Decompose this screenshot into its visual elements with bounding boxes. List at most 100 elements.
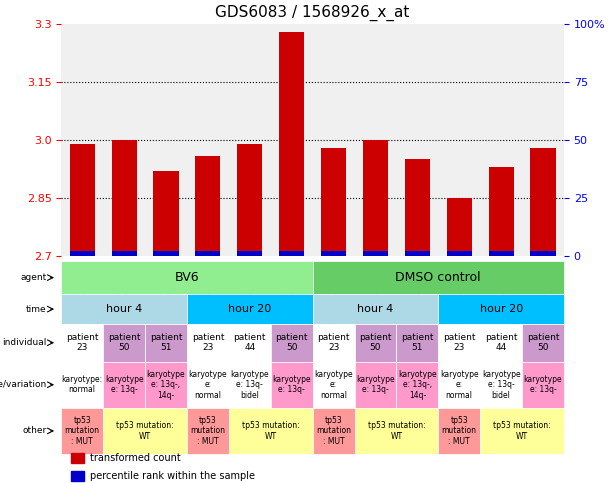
FancyBboxPatch shape [354,362,397,408]
FancyBboxPatch shape [103,408,187,454]
Text: karyotype
e:
normal: karyotype e: normal [314,370,353,399]
Title: GDS6083 / 1568926_x_at: GDS6083 / 1568926_x_at [215,5,410,21]
Text: karyotype
e: 13q-
bidel: karyotype e: 13q- bidel [482,370,520,399]
Text: tp53 mutation:
WT: tp53 mutation: WT [368,421,425,440]
Bar [153,251,178,256]
FancyBboxPatch shape [61,295,187,324]
Text: karyotype:
normal: karyotype: normal [62,375,103,395]
FancyBboxPatch shape [61,324,103,362]
FancyBboxPatch shape [522,324,564,362]
Text: hour 4: hour 4 [106,304,142,314]
Bar [447,198,472,256]
Text: karyotype
e:
normal: karyotype e: normal [440,370,479,399]
Bar [530,148,555,256]
Text: patient
23: patient 23 [66,333,99,353]
Text: tp53
mutation
: MUT: tp53 mutation : MUT [65,416,100,446]
Text: transformed count: transformed count [91,453,181,463]
FancyBboxPatch shape [438,362,480,408]
Bar [405,251,430,256]
Text: karyotype
e: 13q-,
14q-: karyotype e: 13q-, 14q- [147,370,185,399]
FancyBboxPatch shape [61,408,103,454]
FancyBboxPatch shape [480,362,522,408]
FancyBboxPatch shape [61,362,103,408]
FancyBboxPatch shape [522,362,564,408]
Text: hour 20: hour 20 [479,304,523,314]
FancyBboxPatch shape [313,408,354,454]
FancyBboxPatch shape [145,324,187,362]
Text: time: time [26,305,47,313]
Text: karyotype
e: 13q-
bidel: karyotype e: 13q- bidel [230,370,269,399]
Text: patient
44: patient 44 [485,333,517,353]
FancyBboxPatch shape [229,408,313,454]
Bar [196,251,221,256]
Bar [70,144,95,256]
Bar [530,251,555,256]
Bar [237,144,262,256]
FancyBboxPatch shape [397,362,438,408]
Bar [112,140,137,256]
FancyBboxPatch shape [397,324,438,362]
Bar [447,251,472,256]
Bar [321,148,346,256]
FancyBboxPatch shape [103,362,145,408]
Text: patient
50: patient 50 [527,333,559,353]
Text: karyotype
e: 13q-: karyotype e: 13q- [105,375,143,395]
Bar [279,251,304,256]
Text: patient
23: patient 23 [318,333,350,353]
Bar [112,251,137,256]
Text: DMSO control: DMSO control [395,271,481,284]
Text: patient
50: patient 50 [275,333,308,353]
Text: patient
51: patient 51 [401,333,433,353]
Bar [405,159,430,256]
Text: hour 4: hour 4 [357,304,394,314]
Text: percentile rank within the sample: percentile rank within the sample [91,471,256,481]
Text: individual: individual [2,338,47,347]
Text: karyotype
e: 13q-: karyotype e: 13q- [356,375,395,395]
Text: patient
23: patient 23 [192,333,224,353]
Text: tp53
mutation
: MUT: tp53 mutation : MUT [191,416,226,446]
Bar [70,251,95,256]
Text: patient
44: patient 44 [234,333,266,353]
Text: other: other [22,426,47,435]
FancyBboxPatch shape [438,324,480,362]
Text: tp53
mutation
: MUT: tp53 mutation : MUT [442,416,477,446]
FancyBboxPatch shape [480,408,564,454]
Bar [71,453,84,463]
FancyBboxPatch shape [61,261,313,295]
Bar [237,251,262,256]
FancyBboxPatch shape [313,295,438,324]
Text: tp53 mutation:
WT: tp53 mutation: WT [242,421,300,440]
Text: patient
50: patient 50 [359,333,392,353]
FancyBboxPatch shape [229,324,271,362]
Text: agent: agent [20,273,47,282]
Text: tp53
mutation
: MUT: tp53 mutation : MUT [316,416,351,446]
Text: tp53 mutation:
WT: tp53 mutation: WT [116,421,174,440]
Text: BV6: BV6 [175,271,199,284]
Bar [196,156,221,256]
FancyBboxPatch shape [145,362,187,408]
FancyBboxPatch shape [438,408,480,454]
FancyBboxPatch shape [313,261,564,295]
FancyBboxPatch shape [480,324,522,362]
FancyBboxPatch shape [187,408,229,454]
FancyBboxPatch shape [271,362,313,408]
Text: patient
50: patient 50 [108,333,140,353]
FancyBboxPatch shape [354,408,438,454]
Bar [489,167,514,256]
Text: karyotype
e: 13q-: karyotype e: 13q- [524,375,562,395]
FancyBboxPatch shape [313,324,354,362]
Bar [321,251,346,256]
FancyBboxPatch shape [187,295,313,324]
FancyBboxPatch shape [354,324,397,362]
Bar [489,251,514,256]
Text: tp53 mutation:
WT: tp53 mutation: WT [493,421,551,440]
FancyBboxPatch shape [313,362,354,408]
Bar [71,471,84,481]
Bar [153,171,178,256]
Text: karyotype
e: 13q-,
14q-: karyotype e: 13q-, 14q- [398,370,436,399]
FancyBboxPatch shape [438,295,564,324]
Text: patient
23: patient 23 [443,333,476,353]
Bar [363,251,388,256]
Text: karyotype
e:
normal: karyotype e: normal [189,370,227,399]
Text: karyotype
e: 13q-: karyotype e: 13q- [272,375,311,395]
